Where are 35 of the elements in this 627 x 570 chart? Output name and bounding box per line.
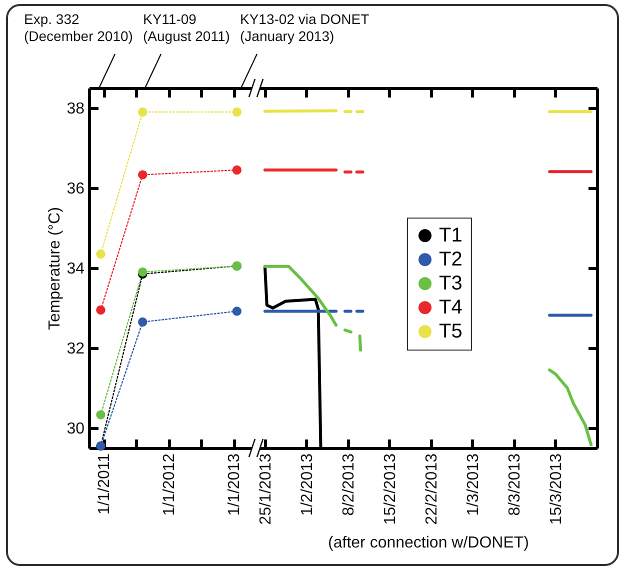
x-tick-label: 15/2/2013 [382, 453, 399, 525]
x-tick-label: 1/1/2011 [96, 453, 114, 515]
x-tick-label: 22/2/2013 [423, 453, 440, 525]
legend-label: T5 [439, 320, 462, 343]
text: KY13-02 via DONET (January 2013) [240, 11, 370, 45]
x-tick-label: 1/1/2013 [226, 453, 244, 516]
point [96, 249, 106, 259]
point [138, 317, 148, 327]
legend-label: T2 [439, 248, 462, 271]
text: Exp. 332 (December 2010) [24, 11, 133, 45]
y-tick-label: 32 [66, 340, 85, 358]
legend-label: T1 [439, 224, 462, 247]
y-tick-label: 38 [66, 100, 85, 118]
x-tick-label: 1/1/2012 [161, 453, 178, 516]
legend-label: T4 [439, 296, 462, 319]
point [232, 165, 242, 175]
legend-label: T3 [439, 272, 462, 295]
x-tick-label: 25/1/2013 [257, 453, 274, 525]
point [138, 170, 148, 180]
x-tick-label: 1/3/2013 [464, 453, 482, 516]
point [96, 305, 106, 315]
y-axis-title: Temperature (°C) [46, 207, 64, 330]
point [96, 410, 106, 420]
text: KY11-09 (August 2011) [143, 11, 230, 45]
y-tick-label: 30 [66, 420, 85, 438]
point [232, 306, 242, 316]
point [138, 107, 148, 117]
x-tick-label: 1/2/2013 [298, 453, 316, 516]
y-tick-label: 34 [66, 260, 85, 278]
y-tick-label: 36 [66, 180, 85, 198]
x-axis-title: (after connection w/DONET) [328, 534, 529, 552]
x-tick-label: 8/3/2013 [506, 453, 524, 516]
x-tick-label: 15/3/2013 [548, 453, 565, 525]
point [232, 107, 242, 117]
x-tick-label: 8/2/2013 [340, 453, 358, 516]
